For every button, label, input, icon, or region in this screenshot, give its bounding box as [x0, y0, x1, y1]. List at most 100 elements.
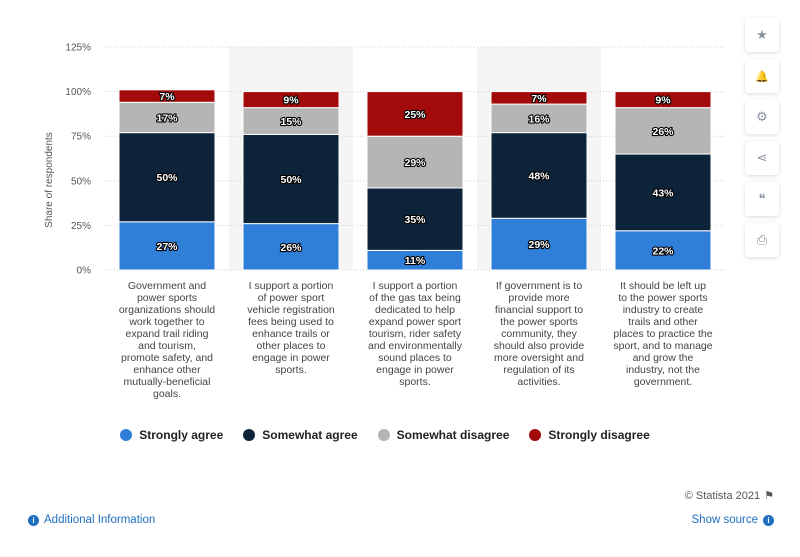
data-label: 16%: [528, 113, 550, 125]
x-category-label-line: power sports: [137, 292, 197, 304]
data-label: 7%: [159, 91, 175, 103]
x-category-label-line: promote safety, and: [121, 352, 213, 364]
credit-text: © Statista 2021: [684, 489, 761, 502]
x-category-label-line: enhance other: [133, 364, 201, 376]
bell-icon: 🔔: [755, 70, 769, 83]
info-icon: i: [763, 514, 774, 526]
bar-segment-strongly-agree[interactable]: [242, 223, 340, 271]
y-tick-label: 0%: [77, 266, 92, 277]
bar-segment-strongly-agree[interactable]: [490, 217, 588, 271]
y-tick-label: 125%: [65, 43, 91, 54]
legend-label: Somewhat disagree: [396, 428, 510, 442]
x-category-label: Government and power sports organizations …: [119, 280, 215, 400]
x-category-label-line: expand trail riding: [126, 328, 209, 340]
bar-segment-strongly-disagree[interactable]: [118, 89, 216, 103]
favorite-button[interactable]: ★: [745, 18, 779, 52]
bar-segment-strongly-agree[interactable]: [614, 230, 712, 271]
x-category-label-line: of the gas tax being: [369, 292, 461, 304]
y-tick-label: 50%: [71, 176, 91, 187]
x-category-label-line: sports.: [399, 376, 431, 388]
legend: Strongly agree Somewhat agree Somewhat d…: [0, 428, 770, 442]
x-category-label-line: community, they: [501, 328, 577, 340]
x-category-label-line: sport, and to manage: [613, 340, 712, 352]
x-category-label-line: I support a portion: [373, 280, 458, 292]
y-tick-label: 25%: [71, 221, 91, 232]
data-label: 50%: [280, 174, 302, 186]
x-category-label-line: other places to: [257, 340, 326, 352]
additional-information-link[interactable]: i Additional Information: [28, 514, 155, 526]
y-tick-label: 100%: [65, 87, 91, 98]
data-label: 48%: [528, 170, 550, 182]
legend-item-strongly-disagree[interactable]: Strongly disagree: [529, 428, 650, 442]
quote-icon: ❝: [758, 191, 766, 206]
data-label: 9%: [283, 95, 299, 107]
x-category-label-line: organizations should: [119, 304, 215, 316]
star-icon: ★: [756, 27, 768, 42]
bar-segment-somewhat-agree[interactable]: [490, 132, 588, 219]
side-toolbar: ★ 🔔 ⚙ ⋖ ❝ ⎙: [745, 18, 781, 264]
x-category-label-line: to the power sports: [618, 292, 707, 304]
bars: [118, 89, 712, 271]
data-label: 17%: [156, 112, 178, 124]
y-axis-ticks: 0% 25% 50% 75% 100% 125%: [65, 43, 91, 277]
bar-segment-somewhat-disagree[interactable]: [614, 107, 712, 155]
bar-segment-somewhat-agree[interactable]: [366, 187, 464, 251]
x-category-label-line: and environmentally: [368, 340, 463, 352]
x-category-label-line: vehicle registration: [247, 304, 335, 316]
x-category-label-line: sports.: [275, 364, 307, 376]
bar-segment-somewhat-disagree[interactable]: [366, 135, 464, 189]
x-category-label: If government is to provide more financial…: [494, 280, 585, 388]
bar-segment-strongly-disagree[interactable]: [490, 91, 588, 105]
bar-segment-strongly-disagree[interactable]: [366, 91, 464, 137]
cite-button[interactable]: ❝: [745, 182, 779, 216]
legend-swatch: [529, 429, 542, 441]
data-label: 15%: [280, 116, 302, 128]
gear-icon: ⚙: [756, 109, 768, 124]
bar-segment-somewhat-agree[interactable]: [242, 133, 340, 225]
bar-segment-somewhat-disagree[interactable]: [242, 107, 340, 135]
legend-item-somewhat-disagree[interactable]: Somewhat disagree: [377, 428, 510, 442]
x-category-label-line: sound places to: [378, 352, 452, 364]
data-label: 35%: [404, 214, 426, 226]
share-button[interactable]: ⋖: [745, 141, 779, 175]
data-labels: 27% 50% 17% 7% 26% 50% 15% 9% 11% 35% 29% 25% 29% 48%…: [155, 90, 675, 268]
x-axis-category-labels: Government and power sports organizations …: [119, 280, 713, 400]
settings-button[interactable]: ⚙: [745, 100, 779, 134]
show-source-link[interactable]: Show source i: [692, 514, 774, 526]
x-category-label-line: activities.: [517, 376, 560, 388]
x-category-label-line: mutually-beneficial: [124, 376, 211, 388]
print-button[interactable]: ⎙: [745, 223, 779, 257]
data-label: 22%: [652, 245, 674, 257]
data-label: 43%: [652, 187, 674, 199]
x-category-label-line: If government is to: [496, 280, 583, 292]
x-category-label-line: government.: [634, 376, 692, 388]
legend-swatch: [120, 429, 133, 441]
statista-credit: © Statista 2021 ⚑: [684, 489, 774, 503]
bar-segment-somewhat-agree[interactable]: [614, 153, 712, 232]
x-category-label-line: the power sports: [500, 316, 578, 328]
x-category-label-line: It should be left up: [620, 280, 706, 292]
x-category-label-line: Government and: [128, 280, 206, 292]
bar-segment-somewhat-disagree[interactable]: [118, 101, 216, 134]
legend-swatch: [377, 429, 390, 441]
x-category-label: I support a portion of power sport vehicle…: [247, 280, 335, 376]
legend-item-strongly-agree[interactable]: Strongly agree: [120, 428, 223, 442]
info-icon: i: [28, 514, 39, 526]
data-label: 25%: [404, 109, 426, 121]
additional-information-label: Additional Information: [44, 514, 156, 526]
x-category-label: It should be left up to the power sports i…: [613, 280, 712, 388]
x-category-label: I support a portion of the gas tax being d…: [368, 280, 463, 388]
x-category-label-line: goals.: [153, 388, 181, 400]
notification-button[interactable]: 🔔: [745, 59, 779, 93]
bar-segment-somewhat-agree[interactable]: [118, 132, 216, 223]
bar-segment-strongly-disagree[interactable]: [242, 91, 340, 109]
data-label: 26%: [652, 126, 674, 138]
x-category-label-line: should also provide: [494, 340, 585, 352]
flag-icon: ⚑: [764, 490, 774, 502]
bar-segment-somewhat-disagree[interactable]: [490, 103, 588, 134]
legend-item-somewhat-agree[interactable]: Somewhat agree: [243, 428, 358, 442]
bar-segment-strongly-disagree[interactable]: [614, 91, 712, 109]
x-category-label-line: of power sport: [258, 292, 325, 304]
x-category-label-line: and tourism,: [138, 340, 196, 352]
